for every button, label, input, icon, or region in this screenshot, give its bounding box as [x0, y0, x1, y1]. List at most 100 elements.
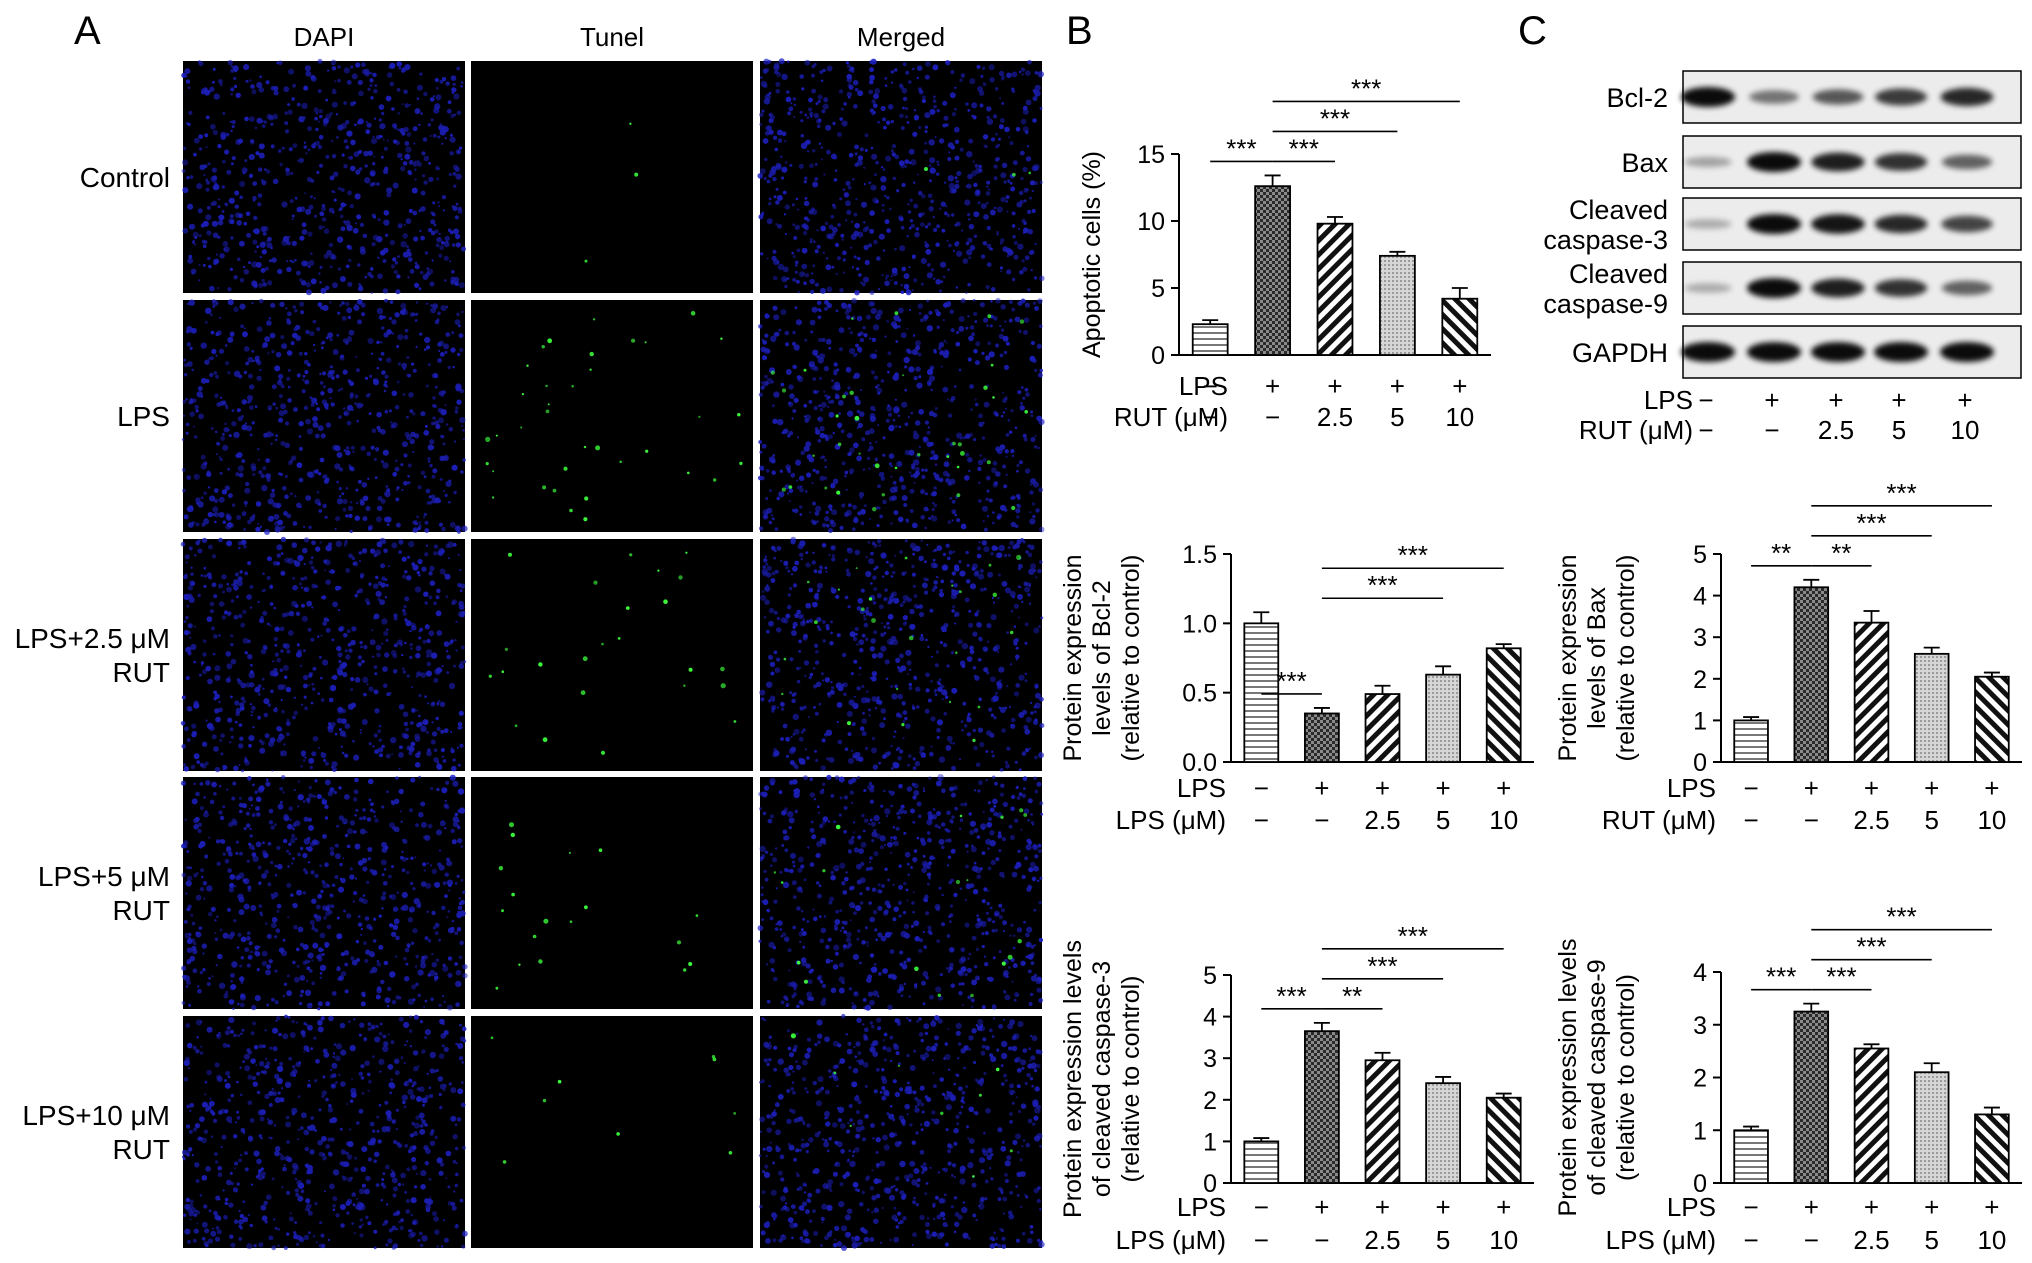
dapi-nuclei [758, 1013, 1045, 1251]
dose-value: − [1254, 805, 1269, 835]
blot-band [1811, 342, 1865, 362]
lps-sign: + [1924, 1192, 1939, 1222]
bar-1 [1304, 1030, 1340, 1184]
treatment-row-label-2: RUT (μM) [1602, 805, 1716, 835]
blot-dose-value: 2.5 [1818, 415, 1854, 445]
lps-sign: + [1804, 1192, 1819, 1222]
micrograph-4-1 [471, 1016, 753, 1248]
y-axis-label: Protein expression levels [1554, 939, 1582, 1217]
tunel-spots [770, 311, 1028, 512]
treatment-row-label-2: LPS (μM) [1116, 1225, 1226, 1255]
bar-1 [1304, 712, 1340, 763]
blot-label-1-0: Bax [1621, 148, 1668, 178]
panel-letter-b: B [1066, 9, 1093, 53]
row-label-3-1: RUT [112, 895, 170, 926]
dapi-nuclei [757, 297, 1045, 534]
dose-value: 5 [1436, 1225, 1450, 1255]
blot-lps-sign: + [1957, 385, 1972, 415]
blot-band [1940, 87, 1994, 107]
lps-sign: + [1265, 371, 1280, 401]
y-axis-label: (relative to control) [1612, 554, 1640, 761]
blot-label-4-0: GAPDH [1572, 338, 1668, 368]
y-tick-label: 0 [1693, 749, 1707, 777]
blot-band [1941, 280, 1993, 296]
micrograph-3-1 [471, 777, 753, 1009]
micrograph-0-2 [760, 61, 1042, 293]
dose-value: 10 [1489, 805, 1518, 835]
blot-band [1747, 152, 1801, 172]
lps-sign: − [1744, 773, 1759, 803]
y-tick-label: 4 [1203, 1004, 1217, 1032]
y-tick-label: 5 [1203, 962, 1217, 990]
lps-sign: + [1390, 371, 1405, 401]
tunel-spots [924, 167, 1031, 177]
significance-label: *** [1886, 478, 1916, 508]
lps-sign: + [1984, 1192, 1999, 1222]
bar-1 [1793, 586, 1830, 763]
tunel-spots [790, 1033, 1013, 1178]
bar-4 [1485, 647, 1522, 763]
row-label-2-0: LPS+2.5 μM [15, 623, 170, 654]
y-axis-label: Protein expression levels [1059, 940, 1087, 1218]
lps-sign: − [1203, 371, 1218, 401]
significance-label: *** [1367, 951, 1397, 981]
blot-band [1940, 342, 1994, 362]
blot-band [1684, 219, 1732, 229]
significance-label: *** [1276, 981, 1306, 1011]
row-label-2-1: RUT [112, 657, 170, 688]
chart-casp3: 0 1 2 3 4 5 Protein expression levels of cleave… [1059, 921, 1534, 1255]
lps-sign: + [1375, 773, 1390, 803]
dose-value: − [1744, 805, 1759, 835]
row-label-3-0: LPS+5 μM [38, 861, 170, 892]
micrograph-2-0 [183, 539, 465, 771]
lps-sign: + [1375, 1192, 1390, 1222]
y-tick-label: 3 [1693, 1012, 1707, 1040]
treatment-row-label-1: LPS [1667, 773, 1716, 803]
blot-band [1811, 278, 1865, 298]
y-tick-label: 4 [1693, 583, 1707, 611]
bar-4 [1974, 1113, 2010, 1184]
blot-band [1747, 214, 1801, 234]
y-tick-label: 4 [1693, 959, 1707, 987]
dose-value: 10 [1489, 1225, 1518, 1255]
dose-value: − [1744, 1225, 1759, 1255]
significance-label: ** [1342, 981, 1362, 1011]
blot-band [1811, 214, 1865, 234]
blot-label-3-0: Cleaved [1569, 259, 1668, 289]
blot-label-3-1: caspase-9 [1543, 289, 1668, 319]
bar-1 [1254, 185, 1291, 356]
row-label-0-0: Control [80, 162, 170, 193]
y-axis-label: levels of Bcl-2 [1088, 580, 1116, 736]
lps-sign: + [1314, 1192, 1329, 1222]
y-axis-label: of cleaved caspase-3 [1088, 961, 1116, 1197]
lps-sign: + [1804, 773, 1819, 803]
bar-3 [1425, 673, 1461, 763]
bar-0 [1243, 1140, 1280, 1184]
significance-label: ** [1831, 538, 1851, 568]
significance-label: *** [1320, 103, 1350, 133]
dose-value: 5 [1924, 805, 1938, 835]
bar-2 [1853, 621, 1890, 763]
micrograph-1-1 [471, 300, 753, 532]
blot-band [1812, 89, 1864, 105]
significance-label: *** [1367, 570, 1397, 600]
lps-sign: + [1436, 773, 1451, 803]
y-axis-label: of cleaved caspase-9 [1583, 959, 1611, 1195]
y-axis-label: Protein expression [1059, 554, 1087, 761]
blot-lps-sign: + [1764, 385, 1779, 415]
chart-casp9: 0 1 2 3 4 Protein expression levels of cleaved… [1554, 902, 2022, 1255]
y-axis-label: Apoptotic cells (%) [1078, 151, 1106, 358]
bar-3 [1913, 1071, 1950, 1184]
dose-value: 5 [1924, 1225, 1938, 1255]
blot-band [1747, 278, 1801, 298]
significance-label: *** [1226, 133, 1256, 163]
significance-label: *** [1886, 902, 1916, 932]
bar-2 [1853, 1047, 1890, 1184]
significance-label: ** [1771, 538, 1791, 568]
lps-sign: + [1452, 371, 1467, 401]
blot-dose-value: − [1698, 415, 1713, 445]
western-blot: Bcl-2BaxCleavedcaspase-3Cleavedcaspase-9… [1543, 70, 2022, 445]
y-tick-label: 0 [1151, 342, 1165, 370]
significance-label: *** [1289, 133, 1319, 163]
